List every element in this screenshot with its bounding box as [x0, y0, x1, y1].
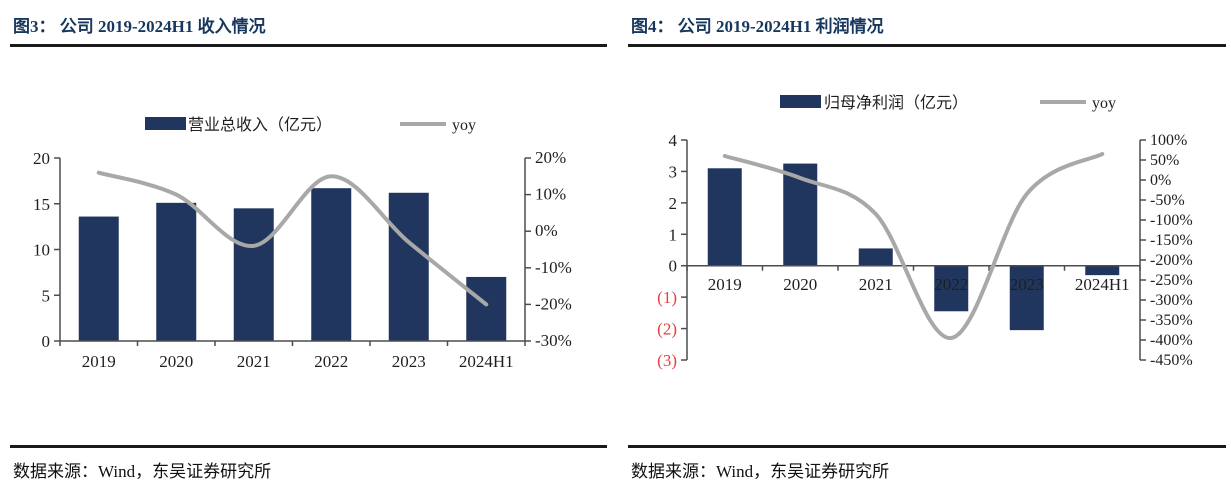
category-label-2019: 2019 — [708, 275, 742, 294]
right-axis-tick-label: -300% — [1150, 292, 1193, 309]
legend-bar-swatch — [145, 117, 186, 130]
right-axis-tick-label: -450% — [1150, 352, 1193, 369]
figure4-source-rule — [628, 445, 1226, 448]
category-label-2023: 2023 — [1010, 275, 1044, 294]
right-axis-tick-label: -10% — [535, 258, 572, 277]
legend: 营业总收入（亿元） yoy — [145, 116, 476, 134]
figure3-title: 图3： 公司 2019-2024H1 收入情况 — [13, 17, 266, 36]
figure3-title-rule — [10, 44, 607, 47]
left-axis-tick-label: 15 — [33, 195, 50, 214]
left-axis-tick-label: (1) — [657, 288, 677, 307]
right-axis-tick-label: -50% — [1150, 192, 1185, 209]
right-axis-tick-label: -200% — [1150, 252, 1193, 269]
left-axis-tick-label: 2 — [669, 194, 678, 213]
axis-labels: 0 5 10 15 20 20% 10% 0% -10% -20% -30% 2019 2020 2021… — [33, 148, 572, 371]
right-axis-tick-label: -350% — [1150, 312, 1193, 329]
bar-2023 — [1009, 265, 1044, 331]
right-axis-tick-label: -150% — [1150, 232, 1193, 249]
bar-series — [78, 188, 507, 341]
figure3-source-rule — [10, 445, 607, 448]
legend-line-label: yoy — [452, 117, 476, 134]
legend-bar-label: 营业总收入（亿元） — [188, 116, 332, 134]
bar-2021 — [233, 208, 274, 341]
category-label-2021: 2021 — [859, 275, 893, 294]
axes — [681, 139, 1146, 361]
left-axis-tick-label: 0 — [669, 257, 678, 276]
left-axis-tick-label: 0 — [42, 332, 51, 351]
bar-2021 — [858, 248, 893, 266]
left-axis-tick-label: (2) — [657, 320, 677, 339]
category-label-2022: 2022 — [934, 275, 968, 294]
figure4-title-rule — [628, 44, 1226, 47]
bar-2024H1 — [1085, 265, 1120, 276]
bar-2019 — [707, 168, 742, 266]
legend-bar-label: 归母净利润（亿元） — [824, 94, 968, 112]
category-label-2022: 2022 — [314, 352, 348, 371]
left-axis-tick-label: 1 — [669, 225, 678, 244]
right-axis-tick-label: -30% — [535, 331, 572, 350]
axes — [54, 157, 531, 346]
legend-line-label: yoy — [1092, 95, 1116, 112]
right-axis-tick-label: -20% — [535, 294, 572, 313]
category-label-2024H1: 2024H1 — [1075, 275, 1130, 294]
left-axis-tick-label: 5 — [42, 286, 51, 305]
right-axis-tick-label: 10% — [535, 185, 566, 204]
profit-bar-line-chart: 4 3 2 1 0 (1) (2) (3) 100% 50% 0% -50% -100% -150% -20… — [657, 94, 1192, 370]
bar-2023 — [388, 192, 429, 341]
right-axis-tick-label: 50% — [1150, 152, 1179, 169]
left-axis-tick-label: 3 — [669, 162, 678, 181]
category-label-2023: 2023 — [392, 352, 426, 371]
category-label-2020: 2020 — [783, 275, 817, 294]
revenue-bar-line-chart: 0 5 10 15 20 20% 10% 0% -10% -20% -30% 2019 2020 2021… — [33, 116, 572, 371]
right-axis-tick-label: 0% — [535, 221, 558, 240]
yoy-line — [96, 170, 489, 307]
left-axis-tick-label: 20 — [33, 149, 50, 168]
legend: 归母净利润（亿元） yoy — [780, 94, 1116, 112]
bar-series — [707, 163, 1120, 331]
right-axis-tick-label: -100% — [1150, 212, 1193, 229]
bar-2019 — [78, 216, 119, 341]
bar-2024H1 — [466, 276, 507, 341]
legend-bar-swatch — [780, 95, 821, 108]
bar-2022 — [311, 188, 352, 341]
figure3-source: 数据来源：Wind，东吴证券研究所 — [13, 462, 272, 481]
left-axis-tick-label: (3) — [657, 351, 677, 370]
figure4-source: 数据来源：Wind，东吴证券研究所 — [631, 462, 890, 481]
figure4-title: 图4： 公司 2019-2024H1 利润情况 — [631, 17, 884, 36]
category-label-2024H1: 2024H1 — [459, 352, 514, 371]
bar-2020 — [156, 202, 197, 341]
right-axis-tick-label: -250% — [1150, 272, 1193, 289]
right-axis-tick-label: 0% — [1150, 172, 1171, 189]
right-axis-tick-label: -400% — [1150, 332, 1193, 349]
category-label-2020: 2020 — [159, 352, 193, 371]
yoy-line — [722, 152, 1105, 340]
right-axis-tick-label: 100% — [1150, 132, 1187, 149]
category-label-2019: 2019 — [82, 352, 116, 371]
left-axis-tick-label: 4 — [669, 131, 678, 150]
left-axis-tick-label: 10 — [33, 241, 50, 260]
axis-labels: 4 3 2 1 0 (1) (2) (3) 100% 50% 0% -50% -100% -150% -20… — [657, 131, 1192, 370]
category-label-2021: 2021 — [237, 352, 271, 371]
bar-2022 — [934, 265, 969, 312]
right-axis-tick-label: 20% — [535, 148, 566, 167]
